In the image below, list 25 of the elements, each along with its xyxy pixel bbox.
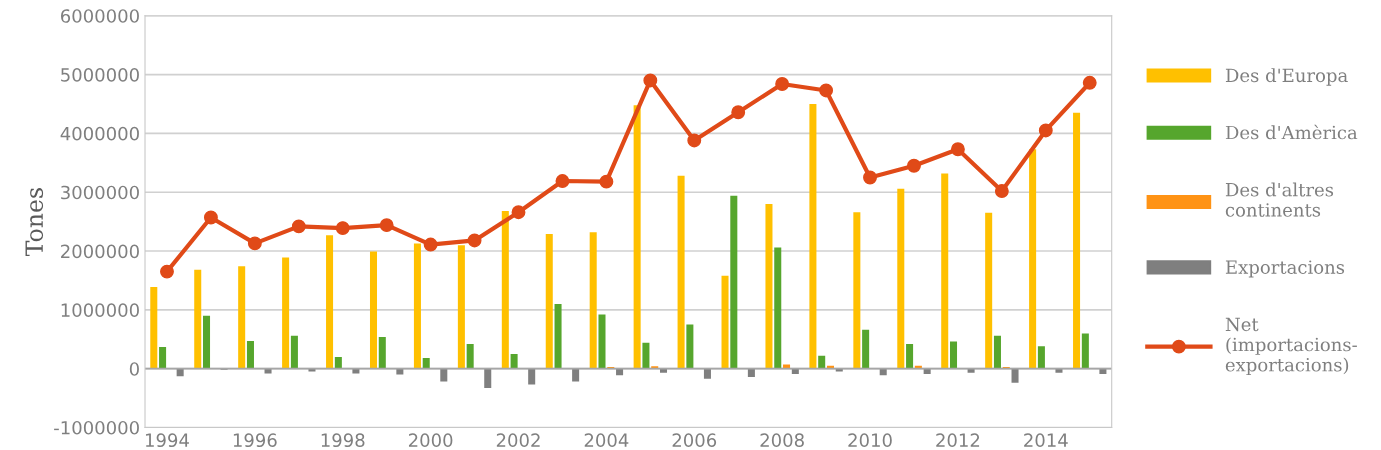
x-tick-label: 1996 [233, 433, 277, 448]
legend-label: Des d'altres continents [1225, 182, 1334, 217]
legend-label: Net (importacions- exportacions) [1225, 317, 1357, 376]
x-tick-label: 2010 [848, 433, 892, 448]
x-tick-label: 2012 [936, 433, 980, 448]
y-tick-label: 0 [129, 362, 139, 376]
x-tick-label: 2002 [496, 433, 540, 448]
legend-label: Des d'Amèrica [1225, 124, 1358, 140]
legend-label: Exportacions [1225, 260, 1345, 278]
y-tick-label: 4000000 [60, 126, 139, 141]
legend-label: Des d'Europa [1225, 68, 1348, 86]
x-tick-label: 1998 [321, 433, 365, 448]
y-tick-label: 1000000 [61, 303, 139, 317]
x-tick-label: 2000 [408, 433, 453, 448]
x-tick-label: 2006 [672, 433, 717, 448]
x-tick-label: 1994 [145, 433, 189, 448]
y-axis-title: Tones [25, 188, 44, 257]
y-tick-label: 6000000 [60, 9, 139, 23]
y-tick-label: 2000000 [61, 244, 139, 259]
x-tick-label: 2014 [1024, 433, 1068, 448]
y-tick-label: 5000000 [61, 68, 139, 82]
x-tick-label: 2004 [584, 433, 629, 448]
y-tick-label: 3000000 [61, 185, 139, 200]
x-tick-label: 2008 [760, 433, 804, 448]
y-tick-label: -1000000 [54, 420, 139, 435]
